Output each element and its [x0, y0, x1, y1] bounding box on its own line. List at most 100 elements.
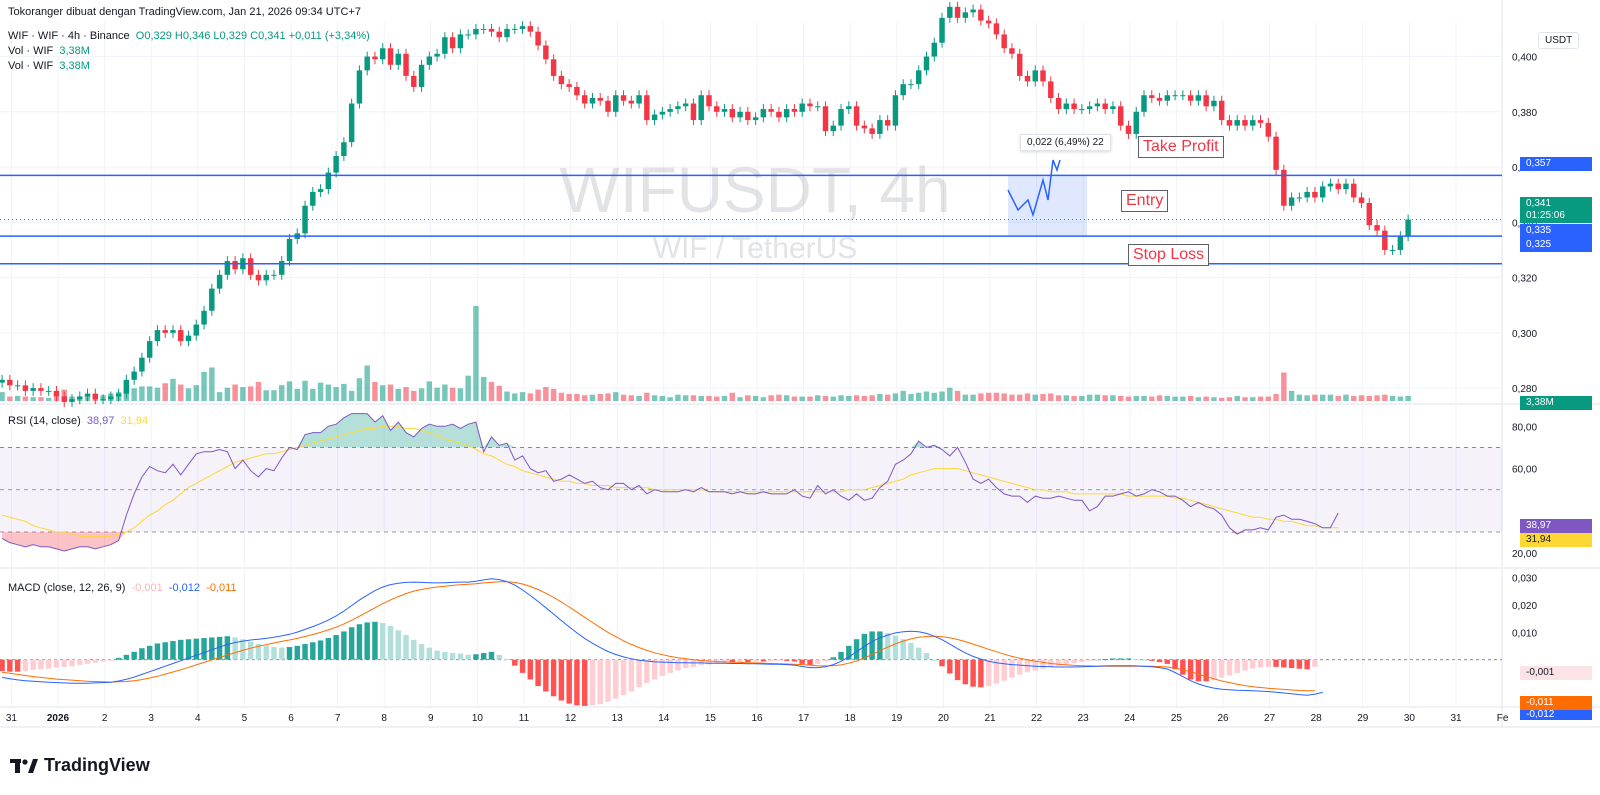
volume-bar: [504, 391, 510, 401]
candle-body: [38, 388, 44, 391]
candle-body: [449, 37, 456, 49]
macd-histogram-bar: [1032, 659, 1038, 671]
candle-body: [395, 53, 401, 65]
volume-bar: [1032, 394, 1038, 401]
x-tick-label: 8: [381, 713, 387, 724]
candle-body: [1327, 183, 1334, 187]
macd-histogram-bar: [597, 659, 603, 705]
x-tick-label: 3: [148, 713, 154, 724]
macd-histogram-bar: [815, 659, 821, 664]
candle-body: [768, 109, 774, 112]
macd-histogram-bar: [807, 659, 813, 666]
x-tick-label: 20: [938, 713, 950, 724]
volume-bar: [411, 390, 417, 401]
macd-histogram-bar: [7, 659, 13, 672]
macd-histogram-bar: [1156, 659, 1163, 663]
volume-bar: [403, 387, 409, 401]
candle-body: [651, 114, 658, 121]
volume-bar: [22, 396, 29, 401]
tradingview-logo-icon: [10, 758, 38, 773]
volume-bar: [978, 393, 984, 401]
volume-bar: [146, 386, 153, 401]
volume-bar: [1172, 396, 1178, 401]
macd-histogram-bar: [286, 647, 293, 660]
candle-body: [1024, 75, 1031, 82]
candle-body: [558, 75, 565, 85]
volume-bar: [1351, 395, 1357, 401]
candle-body: [426, 56, 433, 65]
x-tick-label: 31: [1450, 713, 1462, 724]
candle-body: [1226, 120, 1233, 126]
candle-body: [1110, 106, 1116, 110]
volume-bar: [1273, 394, 1279, 401]
candle-body: [1218, 100, 1225, 121]
currency-button[interactable]: USDT: [1538, 32, 1580, 49]
x-tick-label: 2026: [47, 713, 70, 724]
candle-body: [908, 84, 914, 86]
volume-bar: [1296, 394, 1303, 401]
macd-histogram-bar: [123, 654, 130, 660]
macd-histogram-bar: [519, 659, 526, 673]
entry-label[interactable]: Entry: [1121, 190, 1169, 212]
macd-histogram-bar: [651, 659, 658, 680]
macd-histogram-bar: [1040, 659, 1046, 669]
macd-histogram-bar: [263, 645, 269, 660]
candle-body: [473, 28, 479, 35]
candle-body: [931, 42, 937, 57]
candle-body: [115, 393, 122, 397]
macd-histogram-bar: [465, 654, 471, 660]
candle-body: [659, 111, 666, 115]
macd-histogram-bar: [760, 659, 767, 662]
x-tick-label: 16: [751, 713, 763, 724]
candle-body: [954, 6, 961, 18]
candle-body: [92, 393, 99, 400]
volume-bar: [1265, 396, 1272, 401]
x-tick-label: 11: [519, 713, 530, 724]
candle-body: [993, 23, 1000, 35]
candle-body: [53, 390, 60, 397]
volume-bar: [294, 388, 300, 401]
macd-histogram-bar: [884, 633, 891, 660]
candle-body: [1009, 48, 1015, 54]
volume-bar: [1164, 395, 1171, 401]
volume-bar: [356, 378, 363, 401]
volume-bar: [185, 388, 192, 401]
macd-histogram-bar: [449, 653, 456, 660]
candle-body: [581, 95, 588, 104]
candle-body: [1102, 103, 1108, 110]
candle-body: [846, 106, 852, 110]
macd-histogram-bar: [348, 627, 355, 660]
volume-bar: [900, 390, 906, 401]
projection-path: [1007, 159, 1061, 218]
candle-body: [480, 28, 487, 30]
rsi-tick-label: 20,00: [1512, 549, 1537, 560]
volume-bar: [247, 386, 254, 401]
candle-body: [380, 48, 386, 60]
candle-body: [317, 189, 324, 192]
volume-bar: [1125, 396, 1132, 401]
candle-body: [830, 125, 836, 132]
volume-bar: [457, 388, 464, 401]
macd-histogram-bar: [480, 653, 487, 660]
macd-histogram-bar: [294, 645, 300, 660]
macd-legend: MACD (close, 12, 26, 9) -0,001 -0,012 -0…: [8, 582, 237, 594]
volume-bar: [737, 397, 743, 401]
macd-histogram-bar: [0, 659, 5, 672]
candle-body: [232, 261, 238, 270]
take-profit-label[interactable]: Take Profit: [1138, 136, 1224, 158]
tradingview-logo[interactable]: TradingView: [10, 755, 150, 776]
macd-histogram-bar: [1117, 658, 1124, 660]
volume-bar: [853, 395, 860, 401]
macd-histogram-bar: [271, 647, 277, 660]
candle-body: [721, 109, 728, 112]
candle-body: [869, 128, 875, 134]
candle-body: [605, 100, 611, 112]
rsi-value: 38,97: [86, 415, 115, 427]
volume-bar: [768, 395, 774, 401]
candle-body: [1180, 95, 1186, 97]
volume-bar: [760, 397, 767, 401]
candle-body: [465, 34, 471, 36]
volume-bar: [721, 395, 728, 401]
stop-loss-label[interactable]: Stop Loss: [1128, 244, 1210, 266]
volume-bar: [1009, 394, 1015, 401]
